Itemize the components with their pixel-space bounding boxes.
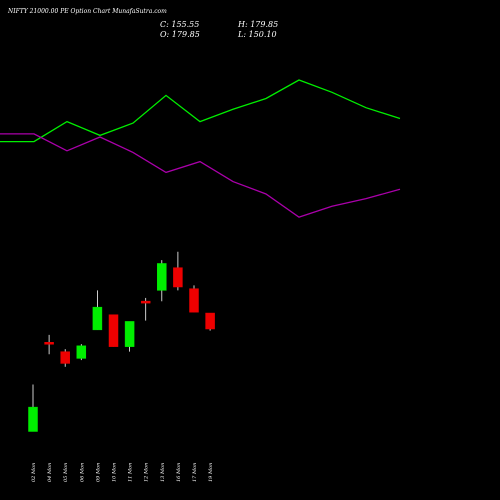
candle-body xyxy=(44,342,54,345)
x-tick-label: 19 Mon xyxy=(208,463,214,482)
x-tick-label: 17 Mon xyxy=(192,463,198,482)
x-tick-label: 06 Mon xyxy=(79,463,85,482)
candle-body xyxy=(76,345,87,359)
x-tick-label: 10 Mon xyxy=(112,463,118,482)
high-label: H: 179.85 xyxy=(237,20,278,29)
candle-body xyxy=(124,321,135,347)
x-tick-label: 12 Mon xyxy=(144,463,150,482)
x-tick-label: 13 Mon xyxy=(160,463,166,482)
x-tick-label: 02 Mon xyxy=(31,463,37,482)
candle-body xyxy=(28,406,38,432)
x-tick-label: 09 Mon xyxy=(95,463,101,482)
candle-body xyxy=(140,300,151,304)
candle-body xyxy=(108,314,119,347)
open-label: O: 179.85 xyxy=(160,30,200,39)
x-tick-label: 04 Mon xyxy=(47,463,53,482)
candle-body xyxy=(92,306,103,331)
indicator-panel xyxy=(0,79,401,218)
indicator-line-1 xyxy=(0,79,401,143)
x-axis-ticks: 02 Mon 04 Mon 05 Mon 06 Mon 09 Mon 10 Mon 11 M… xyxy=(31,463,214,482)
candle-body xyxy=(205,312,215,330)
low-label: L: 150.10 xyxy=(237,30,277,39)
x-tick-label: 05 Mon xyxy=(63,463,69,482)
candle-body xyxy=(60,351,70,364)
chart-title: NIFTY 21000.00 PE Option Chart MunafaSut… xyxy=(7,8,167,15)
candle-body xyxy=(173,267,183,288)
candle-body xyxy=(189,288,199,313)
indicator-line-2 xyxy=(0,133,401,218)
candle-body xyxy=(157,263,167,291)
candles-panel xyxy=(28,251,215,432)
x-tick-label: 16 Mon xyxy=(176,463,182,482)
x-tick-label: 11 Mon xyxy=(128,463,134,482)
close-label: C: 155.55 xyxy=(160,20,199,29)
